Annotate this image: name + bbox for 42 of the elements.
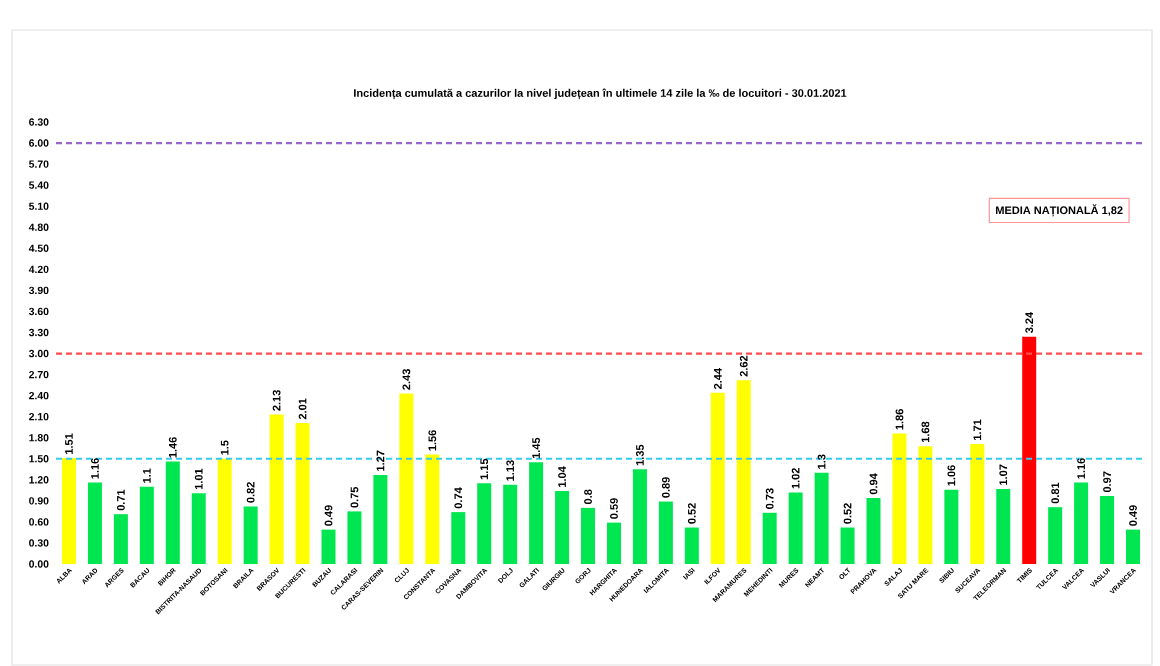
bar — [477, 483, 492, 564]
bar — [217, 458, 232, 564]
bar — [165, 461, 180, 564]
bar — [347, 511, 362, 564]
bar — [295, 422, 310, 564]
bar — [139, 486, 154, 564]
bar — [1100, 495, 1115, 564]
bar — [113, 514, 128, 564]
bar — [399, 393, 414, 564]
bar — [581, 507, 596, 564]
bar — [1022, 336, 1037, 564]
bar — [762, 512, 777, 564]
bar — [1074, 482, 1089, 564]
bar — [529, 462, 544, 564]
bar — [814, 472, 829, 564]
bar — [944, 489, 959, 564]
bar — [425, 454, 440, 564]
bar — [892, 433, 907, 564]
bar — [658, 501, 673, 564]
bar — [87, 482, 102, 564]
bar — [736, 380, 751, 564]
bar — [840, 527, 855, 564]
bar — [191, 493, 206, 564]
bar — [632, 469, 647, 564]
bar — [321, 529, 336, 564]
bar — [61, 458, 76, 564]
bar — [503, 484, 518, 564]
bar — [788, 492, 803, 564]
bar — [1048, 507, 1063, 564]
bar — [866, 498, 881, 564]
bar — [918, 446, 933, 564]
bar — [373, 474, 388, 564]
bar — [684, 527, 699, 564]
bar — [1126, 529, 1141, 564]
bar — [606, 522, 621, 564]
bar — [996, 488, 1011, 564]
bar — [269, 414, 284, 564]
bar — [555, 491, 570, 564]
bar — [451, 512, 466, 564]
bar — [243, 506, 258, 564]
bar — [970, 444, 985, 564]
bar — [710, 392, 725, 564]
